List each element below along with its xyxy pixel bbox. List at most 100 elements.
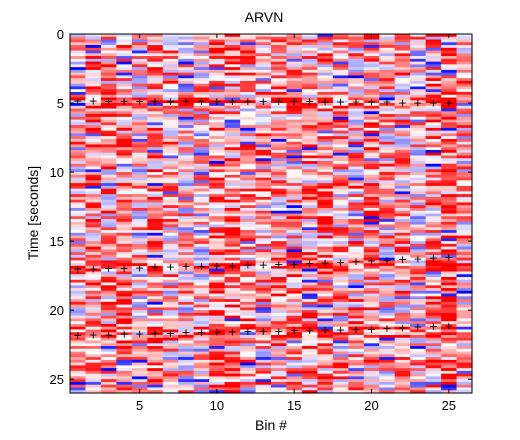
onset-marker: +: [305, 324, 314, 337]
heatmap-cell: [255, 301, 272, 306]
heatmap-cell: [224, 58, 241, 63]
heatmap-cell: [193, 329, 210, 333]
heatmap-cell: [271, 304, 288, 308]
heatmap-cell: [332, 390, 349, 394]
heatmap-cell: [286, 61, 303, 65]
heatmap-cell: [348, 53, 365, 57]
heatmap-cell: [348, 56, 365, 60]
heatmap-cell: [85, 282, 102, 286]
heatmap-cell: [271, 268, 288, 273]
heatmap-cell: [348, 191, 365, 195]
heatmap-cell: [224, 221, 241, 226]
heatmap-cell: [456, 127, 473, 132]
heatmap-cell: [100, 149, 117, 154]
heatmap-cell: [394, 108, 411, 112]
heatmap-cell: [240, 205, 257, 209]
heatmap-cell: [224, 216, 241, 220]
heatmap-cell: [348, 365, 365, 369]
heatmap-cell: [70, 191, 87, 195]
heatmap-cell: [224, 384, 241, 389]
heatmap-cell: [410, 279, 427, 284]
heatmap-cell: [271, 296, 288, 300]
heatmap-cell: [441, 219, 458, 223]
heatmap-cell: [425, 340, 442, 344]
heatmap-cell: [286, 130, 303, 135]
heatmap-cell: [456, 370, 473, 375]
heatmap-cell: [85, 127, 102, 132]
heatmap-cell: [332, 83, 349, 88]
heatmap-cell: [410, 379, 427, 383]
heatmap-cell: [394, 210, 411, 215]
heatmap-cell: [116, 274, 133, 278]
heatmap-cell: [441, 80, 458, 85]
heatmap-cell: [317, 97, 334, 101]
heatmap-cell: [379, 346, 396, 350]
heatmap-cell: [394, 78, 411, 82]
heatmap-cell: [85, 332, 102, 336]
heatmap-cell: [209, 141, 226, 146]
heatmap-cell: [271, 384, 288, 389]
heatmap-cell: [85, 163, 102, 168]
heatmap-cell: [85, 340, 102, 344]
heatmap-cell: [317, 138, 334, 143]
heatmap-cell: [209, 232, 226, 237]
heatmap-cell: [363, 97, 380, 101]
heatmap-cell: [441, 232, 458, 237]
heatmap-cell: [271, 265, 288, 270]
heatmap-cell: [193, 166, 210, 170]
heatmap-cell: [456, 238, 473, 242]
heatmap-cell: [100, 301, 117, 306]
heatmap-cell: [441, 290, 458, 295]
heatmap-cell: [425, 301, 442, 306]
heatmap-cell: [456, 152, 473, 157]
heatmap-cell: [271, 213, 288, 217]
heatmap-cell: [456, 365, 473, 369]
heatmap-cell: [271, 254, 288, 259]
heatmap-cell: [317, 216, 334, 220]
heatmap-cell: [363, 219, 380, 223]
heatmap-cell: [301, 199, 318, 204]
heatmap-cell: [240, 243, 257, 248]
heatmap-cell: [255, 50, 272, 54]
heatmap-cell: [301, 274, 318, 278]
heatmap-cell: [332, 45, 349, 49]
onset-marker: +: [305, 95, 314, 108]
heatmap-cell: [100, 260, 117, 264]
heatmap-cell: [224, 122, 241, 126]
heatmap-cell: [209, 241, 226, 245]
heatmap-cell: [317, 169, 334, 173]
heatmap-cell: [131, 127, 148, 132]
heatmap-cell: [348, 340, 365, 344]
heatmap-cell: [456, 125, 473, 129]
heatmap-cell: [70, 307, 87, 311]
heatmap-cell: [456, 86, 473, 90]
heatmap-cell: [85, 285, 102, 289]
heatmap-cell: [85, 56, 102, 60]
heatmap-cell: [224, 147, 241, 151]
heatmap-cell: [116, 183, 133, 187]
heatmap-cell: [456, 103, 473, 107]
heatmap-cell: [240, 161, 257, 165]
heatmap-cell: [255, 213, 272, 217]
heatmap-cell: [332, 163, 349, 168]
heatmap-cell: [100, 381, 117, 386]
heatmap-cell: [224, 67, 241, 71]
heatmap-cell: [85, 210, 102, 215]
heatmap-cell: [363, 56, 380, 60]
heatmap-cell: [301, 163, 318, 168]
heatmap-cell: [178, 346, 195, 350]
heatmap-cell: [100, 194, 117, 198]
heatmap-cell: [70, 161, 87, 165]
heatmap-cell: [209, 224, 226, 228]
heatmap-cell: [193, 147, 210, 151]
heatmap-cell: [379, 379, 396, 383]
heatmap-cell: [348, 213, 365, 217]
heatmap-cell: [441, 105, 458, 110]
heatmap-cell: [178, 97, 195, 101]
heatmap-cell: [379, 343, 396, 347]
heatmap-cell: [286, 277, 303, 281]
heatmap-cell: [100, 384, 117, 389]
heatmap-cell: [70, 78, 87, 82]
heatmap-cell: [162, 185, 179, 190]
heatmap-cell: [363, 174, 380, 179]
